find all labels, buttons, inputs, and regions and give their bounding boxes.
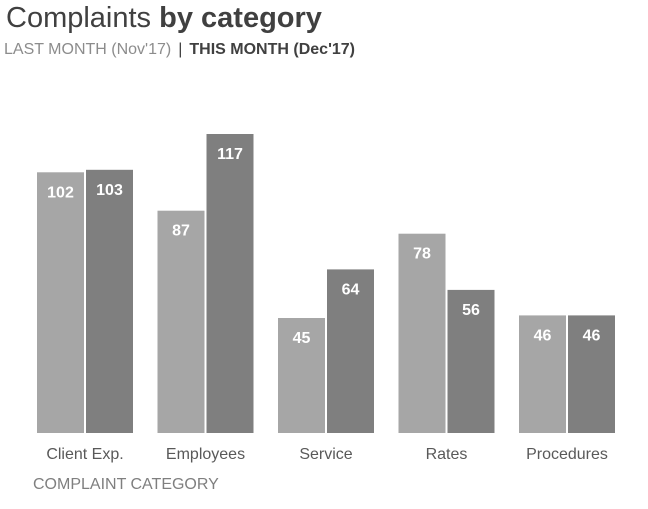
x-tick-label: Service xyxy=(299,446,352,463)
chart-legend: LAST MONTH (Nov'17) | THIS MONTH (Dec'17) xyxy=(4,41,355,59)
bar-value-label: 56 xyxy=(462,302,480,319)
bar-value-label: 117 xyxy=(217,146,243,163)
chart-title-part1: Complaints xyxy=(6,2,152,34)
chart-title: Complaints by category xyxy=(6,2,322,35)
bar-value-label: 78 xyxy=(413,246,431,263)
bar-value-label: 46 xyxy=(583,327,601,344)
bar-this-month-0 xyxy=(86,169,133,434)
x-axis-title: COMPLAINT CATEGORY xyxy=(33,476,219,493)
bar-this-month-3 xyxy=(447,289,495,433)
bar-value-label: 45 xyxy=(293,330,311,347)
bar-last-month-3 xyxy=(398,233,446,433)
legend-this-month: THIS MONTH (Dec'17) xyxy=(189,41,355,58)
bar-value-label: 103 xyxy=(96,182,123,199)
x-axis-labels: Client Exp. Employees Service Rates Procedur… xyxy=(46,446,608,463)
legend-last-month: LAST MONTH (Nov'17) xyxy=(4,41,172,58)
bar-value-label: 64 xyxy=(342,281,360,298)
bar-last-month-4 xyxy=(519,315,566,433)
bar-this-month-2 xyxy=(327,269,374,433)
bar-value-label: 87 xyxy=(172,223,190,240)
legend-separator: | xyxy=(178,41,183,58)
x-tick-label: Rates xyxy=(426,446,468,463)
chart-title-part2: by category xyxy=(159,2,322,34)
x-tick-label: Client Exp. xyxy=(46,446,123,463)
bar-value-label: 46 xyxy=(534,327,552,344)
x-tick-label: Employees xyxy=(166,446,245,463)
bar-value-label: 102 xyxy=(47,184,74,201)
x-tick-label: Procedures xyxy=(526,446,608,463)
bar-this-month-1 xyxy=(206,134,254,433)
bar-this-month-4 xyxy=(568,315,615,433)
bar-last-month-1 xyxy=(157,210,205,433)
bar-last-month-0 xyxy=(37,172,84,434)
bar-group: 102 103 87 117 45 64 78 56 46 46 xyxy=(37,134,615,434)
bar-last-month-2 xyxy=(278,318,325,433)
